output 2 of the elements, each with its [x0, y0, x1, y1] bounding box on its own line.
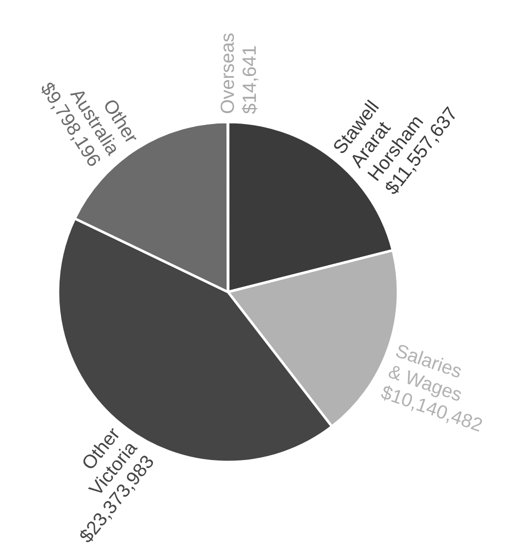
data-label: $14,641 [240, 45, 261, 114]
slice-label: Overseas [218, 32, 239, 114]
